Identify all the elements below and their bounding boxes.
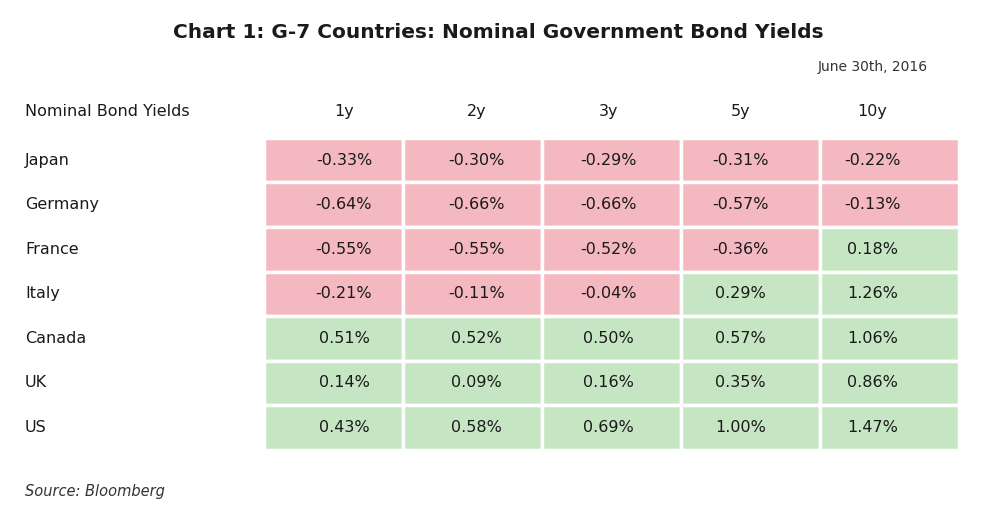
Text: -0.29%: -0.29%: [580, 152, 636, 167]
Text: -0.22%: -0.22%: [844, 152, 900, 167]
Text: UK: UK: [25, 375, 47, 391]
Text: Italy: Italy: [25, 287, 60, 301]
Text: -0.57%: -0.57%: [713, 197, 769, 212]
Text: 0.86%: 0.86%: [846, 375, 898, 391]
Text: 0.43%: 0.43%: [319, 420, 369, 435]
Text: -0.36%: -0.36%: [713, 242, 769, 257]
Text: 2y: 2y: [467, 105, 487, 119]
Text: 0.57%: 0.57%: [716, 331, 766, 346]
Text: 0.50%: 0.50%: [583, 331, 633, 346]
Text: 0.52%: 0.52%: [452, 331, 501, 346]
Text: 1.06%: 1.06%: [846, 331, 898, 346]
Text: -0.55%: -0.55%: [316, 242, 372, 257]
Text: 5y: 5y: [731, 105, 751, 119]
Text: 1.26%: 1.26%: [846, 287, 898, 301]
Text: -0.64%: -0.64%: [316, 197, 372, 212]
Text: 0.58%: 0.58%: [451, 420, 502, 435]
Text: -0.33%: -0.33%: [316, 152, 372, 167]
Text: -0.66%: -0.66%: [580, 197, 636, 212]
Text: 0.51%: 0.51%: [318, 331, 370, 346]
Text: 0.69%: 0.69%: [583, 420, 633, 435]
Text: 0.29%: 0.29%: [716, 287, 766, 301]
Text: 0.35%: 0.35%: [716, 375, 766, 391]
Text: June 30th, 2016: June 30th, 2016: [818, 60, 927, 74]
Text: 10y: 10y: [857, 105, 887, 119]
Text: 1.47%: 1.47%: [846, 420, 898, 435]
Text: Germany: Germany: [25, 197, 99, 212]
Text: 3y: 3y: [598, 105, 618, 119]
Text: Source: Bloomberg: Source: Bloomberg: [25, 484, 165, 499]
Text: -0.11%: -0.11%: [449, 287, 504, 301]
Text: -0.04%: -0.04%: [580, 287, 636, 301]
Text: -0.13%: -0.13%: [844, 197, 900, 212]
Text: 1.00%: 1.00%: [715, 420, 767, 435]
Text: -0.55%: -0.55%: [449, 242, 504, 257]
Text: -0.52%: -0.52%: [580, 242, 636, 257]
Text: -0.30%: -0.30%: [449, 152, 504, 167]
Text: -0.21%: -0.21%: [316, 287, 372, 301]
Text: 1y: 1y: [334, 105, 354, 119]
Text: Canada: Canada: [25, 331, 86, 346]
Text: 0.09%: 0.09%: [452, 375, 501, 391]
Text: Japan: Japan: [25, 152, 70, 167]
Text: Nominal Bond Yields: Nominal Bond Yields: [25, 105, 189, 119]
Text: Chart 1: G-7 Countries: Nominal Government Bond Yields: Chart 1: G-7 Countries: Nominal Governme…: [173, 23, 824, 43]
Text: US: US: [25, 420, 47, 435]
Text: -0.31%: -0.31%: [713, 152, 769, 167]
Text: 0.18%: 0.18%: [846, 242, 898, 257]
Text: 0.16%: 0.16%: [582, 375, 634, 391]
Text: France: France: [25, 242, 79, 257]
Text: 0.14%: 0.14%: [318, 375, 370, 391]
Text: -0.66%: -0.66%: [449, 197, 504, 212]
